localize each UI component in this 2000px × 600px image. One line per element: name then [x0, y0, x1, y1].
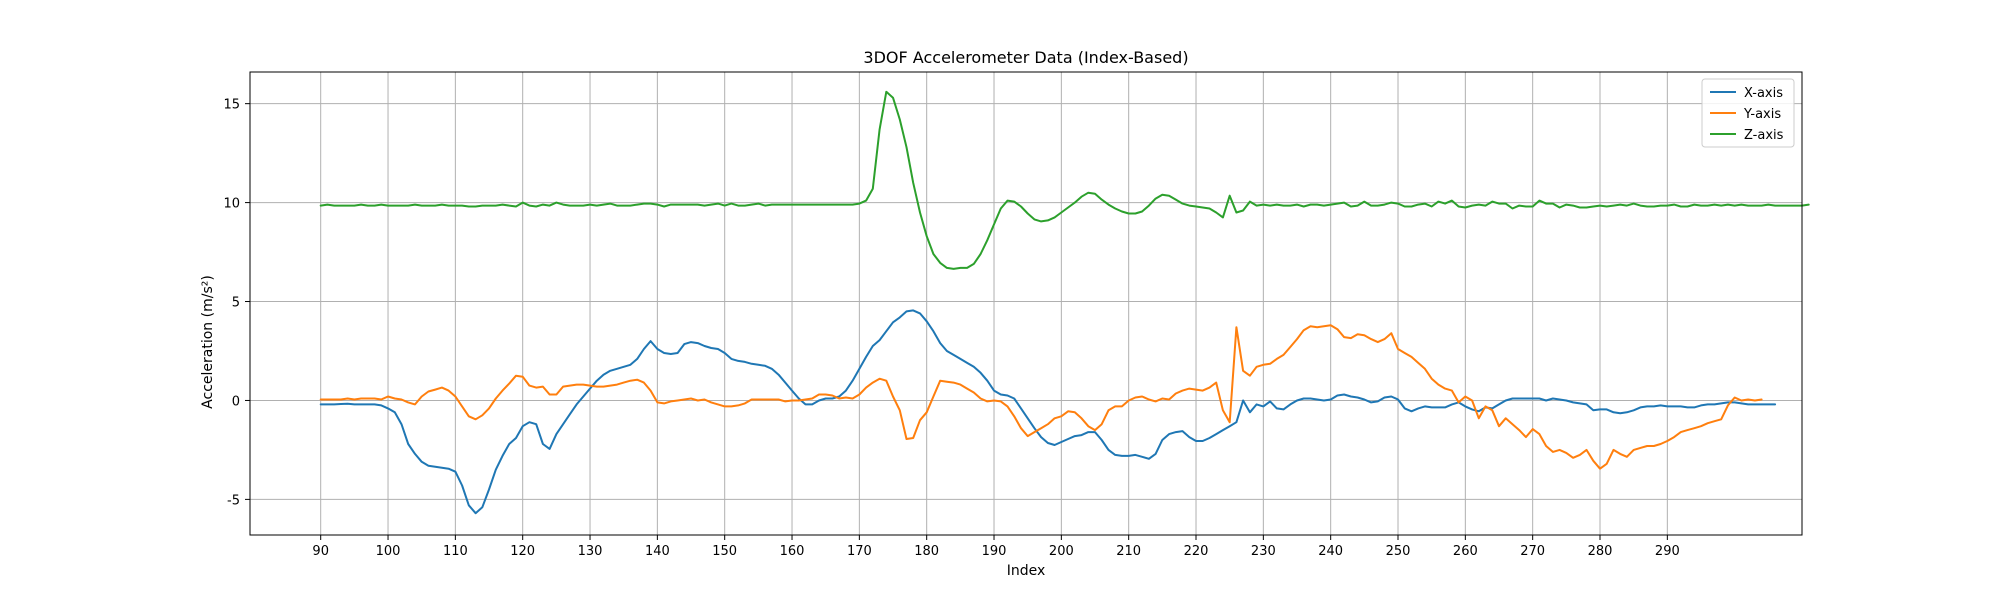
x-tick-label: 190	[982, 544, 1007, 559]
x-tick-label: 130	[578, 544, 603, 559]
legend-label-y-axis: Y-axis	[1743, 107, 1781, 122]
legend: X-axis Y-axis Z-axis	[1701, 78, 1795, 148]
x-tick-label: 180	[914, 544, 939, 559]
x-tick-label: 280	[1588, 544, 1613, 559]
x-tick-label: 240	[1318, 544, 1343, 559]
legend-box	[1701, 78, 1795, 148]
x-tick-label: 290	[1655, 544, 1680, 559]
x-tick-label: 220	[1184, 544, 1209, 559]
x-tick-label: 110	[443, 544, 468, 559]
series-lines	[319, 90, 1810, 515]
y-axis-label: Acceleration (m/s²)	[200, 275, 216, 409]
y-tick-label: 10	[223, 197, 240, 212]
x-tick-label: 90	[312, 544, 329, 559]
x-tick-label: 250	[1386, 544, 1411, 559]
y-tick-label: -5	[227, 493, 240, 508]
ticks: 90 100 110 120 130 140 150 160 170 180 190 200 210 22…	[223, 98, 1679, 559]
x-tick-label: 140	[645, 544, 670, 559]
x-tick-label: 150	[712, 544, 737, 559]
x-tick-label: 260	[1453, 544, 1478, 559]
x-tick-label: 210	[1116, 544, 1141, 559]
chart-title: 3DOF Accelerometer Data (Index-Based)	[863, 48, 1188, 67]
x-tick-label: 200	[1049, 544, 1074, 559]
series-line-z-axis	[319, 90, 1810, 270]
legend-label-x-axis: X-axis	[1744, 86, 1783, 101]
x-axis-label: Index	[1007, 563, 1046, 579]
plot-frame	[249, 71, 1803, 536]
x-tick-label: 160	[780, 544, 805, 559]
y-tick-label: 15	[223, 98, 240, 113]
y-tick-label: 5	[232, 296, 240, 311]
series-line-y-axis	[319, 324, 1763, 470]
x-tick-label: 120	[510, 544, 535, 559]
x-tick-label: 170	[847, 544, 872, 559]
series-line-x-axis	[319, 309, 1777, 515]
x-tick-label: 100	[376, 544, 401, 559]
x-tick-label: 230	[1251, 544, 1276, 559]
x-tick-label: 270	[1520, 544, 1545, 559]
legend-label-z-axis: Z-axis	[1744, 128, 1784, 143]
y-tick-label: 0	[232, 394, 240, 409]
